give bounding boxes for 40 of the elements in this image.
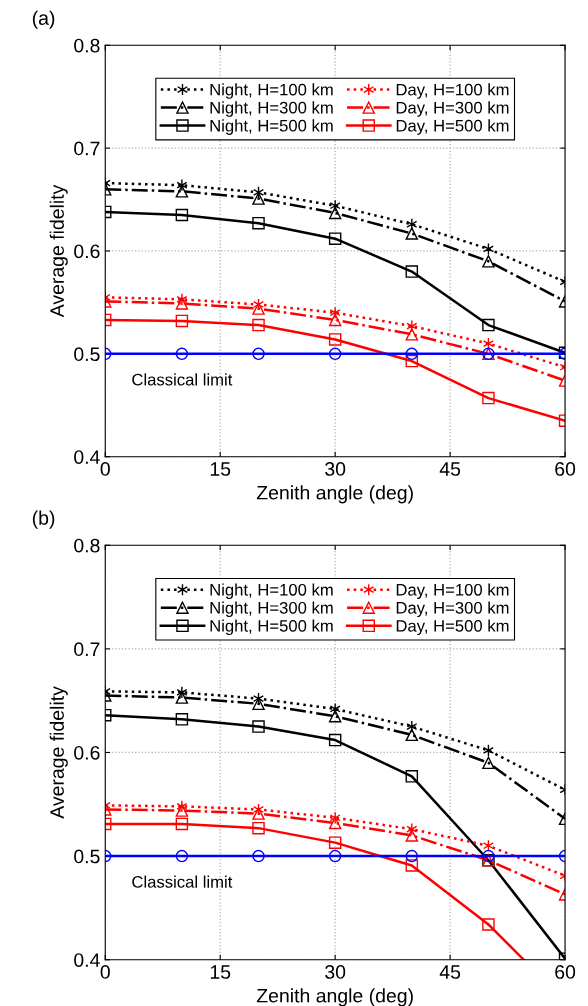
y-tick-label: 0.7 [74, 642, 100, 657]
legend-label: Night, H=500 km [210, 619, 333, 636]
y-tick-label: 0.6 [74, 244, 100, 259]
legend-label: Day, H=100 km [396, 583, 509, 599]
annotation: Classical limit [132, 373, 233, 386]
y-tick-label: 0.5 [74, 347, 100, 362]
chart-title: (a) [32, 10, 55, 29]
legend-label: Day, H=500 km [396, 619, 509, 636]
legend-label: Day, H=500 km [396, 119, 509, 135]
x-tick-label: 30 [325, 965, 346, 979]
y-tick-label: 0.6 [74, 745, 100, 760]
x-tick-label: 15 [210, 462, 231, 476]
x-axis-title: Zenith angle (deg) [256, 988, 413, 1006]
x-tick-label: 30 [325, 462, 346, 476]
y-tick-label: 0.7 [74, 141, 100, 156]
x-tick-label: 60 [555, 462, 576, 476]
legend-label: Night, H=300 km [210, 101, 333, 117]
y-tick-label: 0.4 [74, 450, 100, 464]
y-axis-title: Average fidelity [49, 686, 68, 819]
legend-label: Night, H=100 km [210, 83, 333, 99]
y-tick-label: 0.8 [74, 38, 100, 53]
y-tick-label: 0.5 [74, 849, 100, 864]
y-axis-title: Average fidelity [49, 184, 68, 318]
y-tick-label: 0.8 [74, 538, 100, 553]
annotation: Classical limit [132, 875, 233, 888]
legend-label: Day, H=100 km [396, 83, 509, 99]
legend-label: Day, H=300 km [396, 601, 509, 618]
x-tick-label: 0 [100, 462, 110, 476]
x-tick-label: 15 [210, 965, 231, 979]
chart-title: (b) [32, 510, 55, 529]
legend-label: Night, H=300 km [210, 601, 333, 618]
x-tick-label: 45 [439, 965, 461, 979]
y-tick-label: 0.4 [74, 953, 100, 967]
legend-label: Day, H=300 km [396, 101, 509, 117]
legend-label: Night, H=100 km [210, 583, 333, 599]
legend-label: Night, H=500 km [210, 119, 333, 135]
x-tick-label: 0 [100, 965, 110, 979]
x-tick-label: 45 [439, 462, 461, 476]
x-tick-label: 60 [555, 965, 576, 979]
x-axis-title: Zenith angle (deg) [256, 485, 413, 504]
